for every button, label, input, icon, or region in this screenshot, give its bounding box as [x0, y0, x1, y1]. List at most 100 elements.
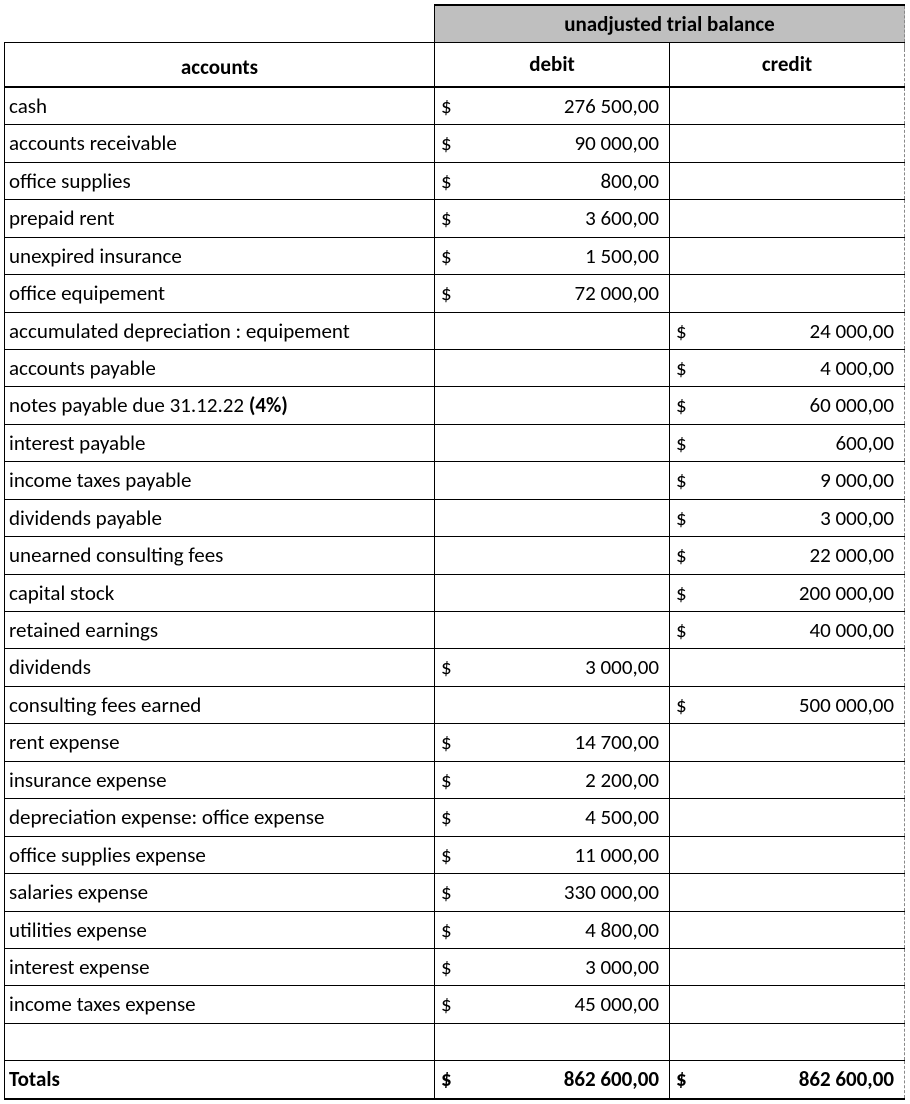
table-row: depreciation expense: office expense$4 5…: [5, 799, 905, 836]
credit-header: credit: [670, 43, 905, 87]
credit-cell: [670, 162, 905, 199]
account-name: interest payable: [5, 424, 435, 461]
account-name: accounts payable: [5, 349, 435, 386]
table-row: dividends$3 000,00: [5, 649, 905, 686]
credit-cell: [670, 836, 905, 873]
debit-cell: [435, 499, 670, 536]
table-row: utilities expense$4 800,00: [5, 911, 905, 948]
table-row: dividends payable$3 000,00: [5, 499, 905, 536]
debit-cell: [435, 537, 670, 574]
accounts-header: accounts: [5, 49, 435, 86]
account-name: office equipement: [5, 275, 435, 312]
account-name: consulting fees earned: [5, 686, 435, 723]
totals-credit: $862 600,00: [670, 1061, 905, 1099]
debit-cell: $276 500,00: [435, 87, 670, 125]
spacer-cell: [5, 1023, 435, 1060]
table-row: office supplies$800,00: [5, 162, 905, 199]
trial-balance-table: unadjusted trial balance debit credit ac…: [4, 4, 905, 1100]
debit-header: debit: [435, 43, 670, 87]
debit-cell: $72 000,00: [435, 275, 670, 312]
table-row: unearned consulting fees$22 000,00: [5, 537, 905, 574]
account-name: notes payable due 31.12.22 (4%): [5, 387, 435, 424]
account-name: accounts receivable: [5, 125, 435, 162]
table-row: consulting fees earned $500 000,00: [5, 686, 905, 723]
table-row: cash$276 500,00: [5, 87, 905, 125]
debit-cell: [435, 349, 670, 386]
debit-cell: $4 800,00: [435, 911, 670, 948]
table-row: accounts payable $4 000,00: [5, 349, 905, 386]
table-row: capital stock $200 000,00: [5, 574, 905, 611]
table-row: accounts receivable$90 000,00: [5, 125, 905, 162]
debit-cell: $90 000,00: [435, 125, 670, 162]
main-header: unadjusted trial balance: [435, 5, 905, 43]
spacer-row: [5, 1023, 905, 1060]
account-name: depreciation expense: office expense: [5, 799, 435, 836]
debit-cell: [435, 312, 670, 349]
table-row: insurance expense$2 200,00: [5, 761, 905, 798]
table-row: office equipement$72 000,00: [5, 275, 905, 312]
credit-cell: [670, 724, 905, 761]
account-name: accumulated depreciation : equipement: [5, 312, 435, 349]
debit-cell: $11 000,00: [435, 836, 670, 873]
account-name: unearned consulting fees: [5, 537, 435, 574]
account-name: income taxes payable: [5, 462, 435, 499]
debit-cell: [435, 387, 670, 424]
table-row: retained earnings $40 000,00: [5, 612, 905, 649]
account-name: cash: [5, 87, 435, 125]
credit-cell: [670, 200, 905, 237]
account-name: utilities expense: [5, 911, 435, 948]
table-row: notes payable due 31.12.22 (4%) $60 000,0…: [5, 387, 905, 424]
debit-cell: [435, 686, 670, 723]
credit-cell: $24 000,00: [670, 312, 905, 349]
totals-debit: $862 600,00: [435, 1061, 670, 1099]
credit-cell: [670, 874, 905, 911]
debit-cell: $3 000,00: [435, 948, 670, 985]
account-name: unexpired insurance: [5, 237, 435, 274]
totals-row: Totals$862 600,00$862 600,00: [5, 1061, 905, 1099]
debit-cell: $45 000,00: [435, 986, 670, 1023]
account-name: dividends: [5, 649, 435, 686]
credit-cell: $4 000,00: [670, 349, 905, 386]
table-row: office supplies expense$11 000,00: [5, 836, 905, 873]
table-row: rent expense$14 700,00: [5, 724, 905, 761]
credit-cell: [670, 761, 905, 798]
debit-cell: $3 600,00: [435, 200, 670, 237]
credit-cell: $500 000,00: [670, 686, 905, 723]
table-row: interest payable$600,00: [5, 424, 905, 461]
account-name: capital stock: [5, 574, 435, 611]
totals-label: Totals: [5, 1061, 435, 1099]
table-row: salaries expense$330 000,00: [5, 874, 905, 911]
table-row: prepaid rent$3 600,00: [5, 200, 905, 237]
debit-cell: [435, 574, 670, 611]
debit-cell: $14 700,00: [435, 724, 670, 761]
credit-cell: [670, 275, 905, 312]
account-name: retained earnings: [5, 612, 435, 649]
table-row: unexpired insurance$1 500,00: [5, 237, 905, 274]
table-row: interest expense$3 000,00: [5, 948, 905, 985]
credit-cell: $3 000,00: [670, 499, 905, 536]
credit-cell: [670, 87, 905, 125]
table-row: income taxes expense$45 000,00: [5, 986, 905, 1023]
debit-cell: $3 000,00: [435, 649, 670, 686]
account-name: office supplies: [5, 162, 435, 199]
debit-cell: [435, 612, 670, 649]
debit-cell: $800,00: [435, 162, 670, 199]
table-row: income taxes payable$9 000,00: [5, 462, 905, 499]
credit-cell: $60 000,00: [670, 387, 905, 424]
table-row: accumulated depreciation : equipement $24…: [5, 312, 905, 349]
credit-cell: [670, 911, 905, 948]
credit-cell: $40 000,00: [670, 612, 905, 649]
spacer-cell: [435, 1023, 670, 1060]
credit-cell: $200 000,00: [670, 574, 905, 611]
credit-cell: [670, 799, 905, 836]
account-name: rent expense: [5, 724, 435, 761]
credit-cell: [670, 649, 905, 686]
debit-cell: [435, 424, 670, 461]
debit-cell: $2 200,00: [435, 761, 670, 798]
account-name: insurance expense: [5, 761, 435, 798]
debit-cell: $1 500,00: [435, 237, 670, 274]
debit-cell: $330 000,00: [435, 874, 670, 911]
account-name: prepaid rent: [5, 200, 435, 237]
debit-cell: [435, 462, 670, 499]
account-name: income taxes expense: [5, 986, 435, 1023]
